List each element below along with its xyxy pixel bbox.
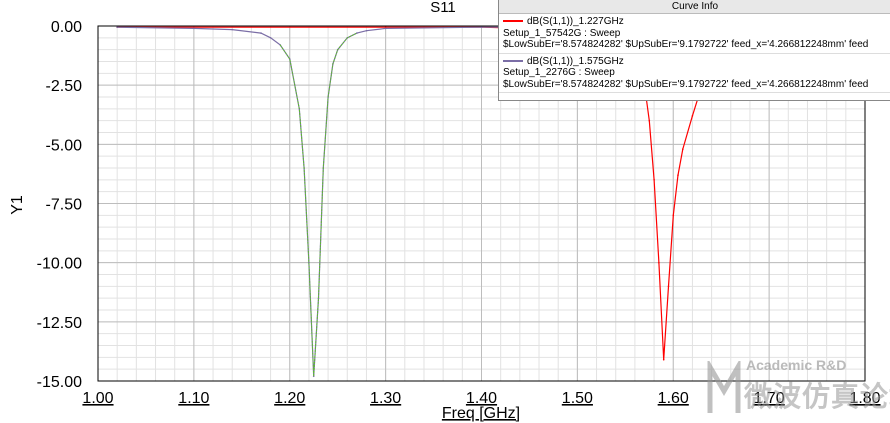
legend-entry-1575[interactable]: dB(S(1,1))_1.575GHz Setup_1_2276G : Swee…	[499, 54, 890, 93]
series-swatch-red	[503, 20, 523, 23]
data-point	[691, 115, 694, 117]
legend-entry-params: $LowSubEr='8.574824282' $UpSubEr='9.1792…	[503, 39, 869, 50]
legend-entry-name: dB(S(1,1))_1.227GHz	[527, 16, 624, 27]
data-point	[653, 179, 655, 181]
y-tick-label: -5.00	[46, 137, 83, 154]
data-point	[116, 26, 118, 29]
curve-info-legend[interactable]: Curve Info dB(S(1,1))_1.227GHz Setup_1_5…	[498, 0, 890, 101]
chart-title: S11	[430, 0, 456, 16]
x-axis-label: Freq [GHz]	[442, 405, 520, 422]
watermark-text-cn: 微波仿真论坛	[744, 380, 890, 413]
y-tick-labels: 0.00 -2.50 -5.00 -7.50 -10.00 -12.50 -15.00	[37, 19, 82, 391]
legend-entry-params: $LowSubEr='8.574824282' $UpSubEr='9.1792…	[503, 78, 869, 90]
data-point	[193, 27, 195, 30]
series-swatch-purple	[503, 59, 523, 62]
legend-entry-1227[interactable]: dB(S(1,1))_1.227GHz Setup_1_57542G : Swe…	[499, 14, 890, 54]
x-tick-label: 1.70	[754, 390, 785, 407]
legend-entry-name: dB(S(1,1))_1.575GHz	[527, 55, 624, 67]
data-point	[365, 29, 368, 32]
y-tick-label: -15.00	[37, 374, 82, 391]
x-tick-label: 1.20	[274, 390, 305, 407]
series-overlay-green	[279, 32, 358, 377]
data-point	[480, 26, 483, 29]
data-point	[648, 119, 651, 122]
data-point	[662, 358, 665, 361]
watermark-logo-icon	[707, 361, 741, 413]
y-tick-label: -12.50	[37, 315, 82, 332]
data-point	[260, 32, 262, 34]
x-tick-label: 1.00	[82, 390, 113, 407]
data-point	[682, 148, 684, 150]
watermark-text-en: Academic R&D	[746, 357, 847, 373]
y-axis-label: Y1	[9, 195, 26, 215]
watermark: Academic R&D 微波仿真论坛	[700, 355, 890, 423]
x-tick-label: 1.30	[370, 390, 401, 407]
data-point	[269, 37, 272, 39]
x-tick-label: 1.10	[178, 390, 209, 407]
x-tick-label: 1.80	[849, 390, 880, 407]
data-point	[231, 28, 233, 31]
legend-entry-setup: Setup_1_57542G : Sweep	[503, 27, 621, 39]
data-point	[672, 214, 675, 217]
plot-frame	[97, 25, 866, 382]
x-tick-label: 1.50	[562, 390, 593, 407]
y-tick-label: -7.50	[46, 197, 83, 214]
x-tick-label: 1.60	[658, 390, 689, 407]
legend-entry-setup: Setup_1_2276G : Sweep	[503, 67, 615, 78]
data-point	[667, 285, 670, 288]
data-point	[658, 261, 660, 264]
data-point	[384, 27, 387, 30]
data-point	[677, 174, 679, 176]
y-tick-label: -10.00	[37, 256, 82, 273]
legend-header: Curve Info	[499, 0, 890, 14]
x-tick-label: 1.40	[466, 390, 497, 407]
data-point	[356, 32, 358, 34]
y-tick-label: -2.50	[46, 78, 83, 95]
data-point	[384, 26, 387, 29]
y-tick-label: 0.00	[51, 19, 82, 36]
x-tick-labels: 1.00 1.10 1.20 1.30 1.40 1.50 1.60 1.70 1.80	[82, 390, 880, 407]
